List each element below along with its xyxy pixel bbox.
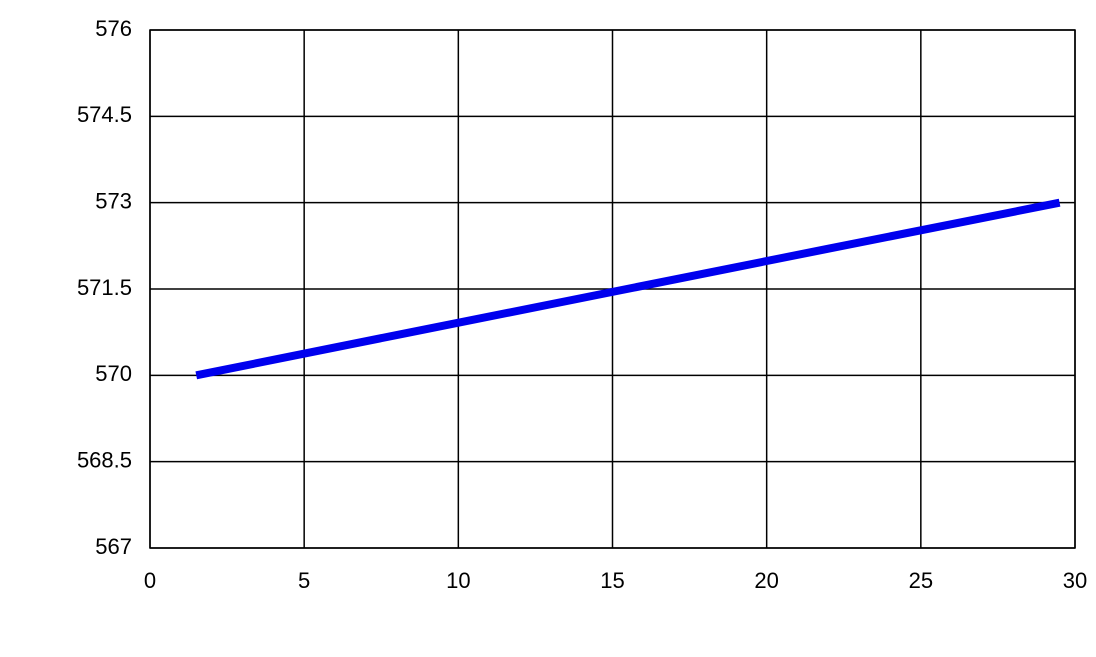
x-tick-label: 0 [144, 568, 156, 593]
x-tick-label: 30 [1063, 568, 1087, 593]
x-tick-label: 10 [446, 568, 470, 593]
x-tick-label: 15 [600, 568, 624, 593]
x-tick-label: 20 [754, 568, 778, 593]
x-tick-label: 5 [298, 568, 310, 593]
y-tick-label: 571.5 [77, 275, 132, 300]
y-tick-label: 574.5 [77, 102, 132, 127]
y-tick-label: 570 [95, 361, 132, 386]
y-tick-label: 568.5 [77, 447, 132, 472]
x-tick-label: 25 [909, 568, 933, 593]
y-tick-label: 576 [95, 16, 132, 41]
y-tick-label: 567 [95, 534, 132, 559]
y-tick-label: 573 [95, 188, 132, 213]
data-line [195, 198, 1061, 380]
